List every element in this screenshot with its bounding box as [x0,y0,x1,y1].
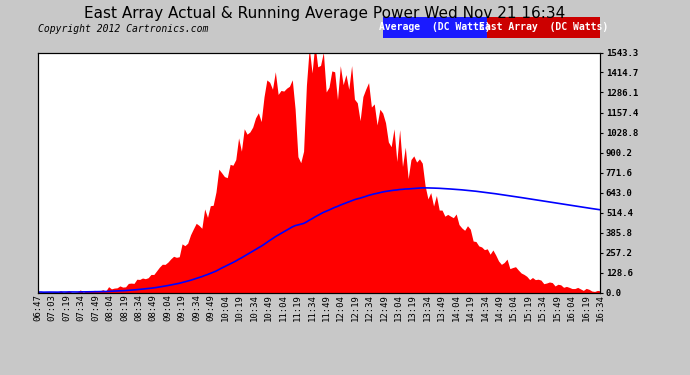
Text: Copyright 2012 Cartronics.com: Copyright 2012 Cartronics.com [38,24,208,34]
Text: Average  (DC Watts): Average (DC Watts) [380,22,491,32]
Bar [383,17,487,38]
Bar [487,17,600,38]
Text: East Array Actual & Running Average Power Wed Nov 21 16:34: East Array Actual & Running Average Powe… [83,6,565,21]
Text: East Array  (DC Watts): East Array (DC Watts) [479,22,609,32]
